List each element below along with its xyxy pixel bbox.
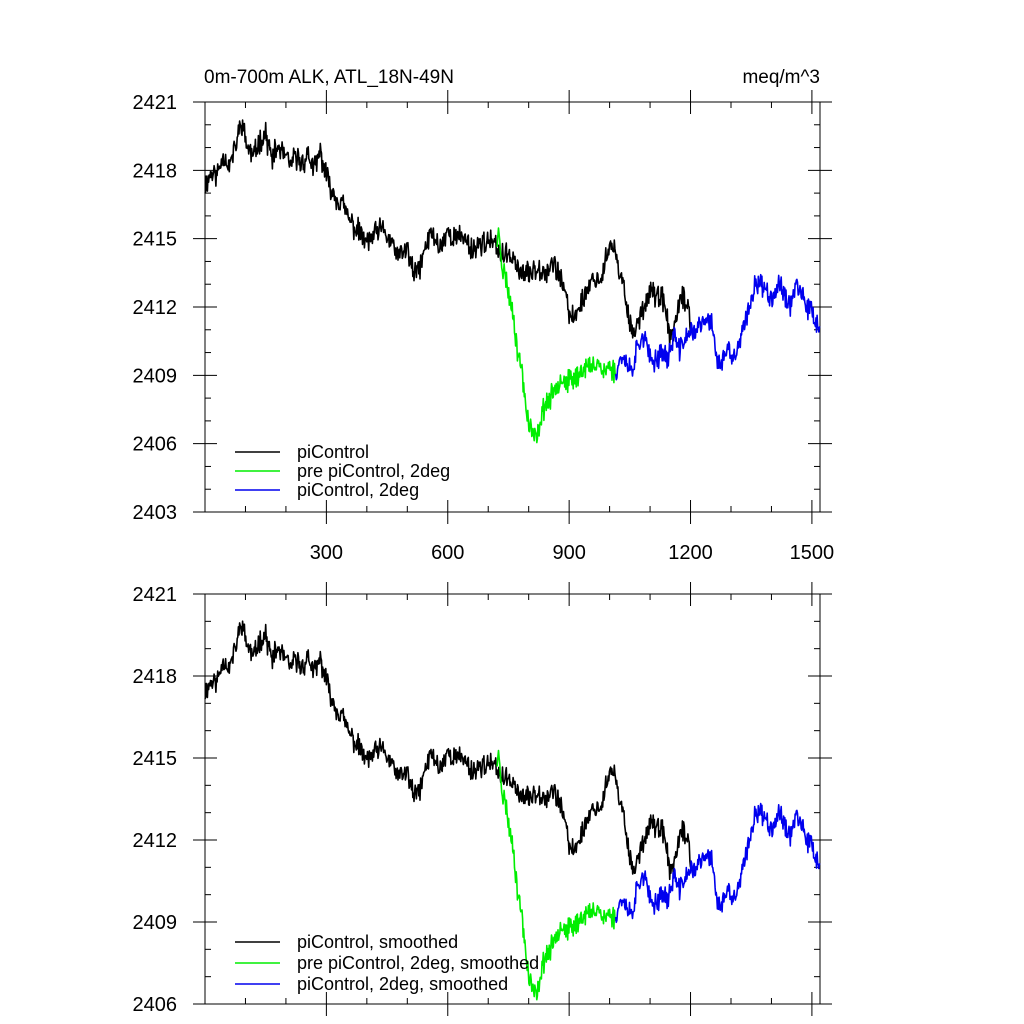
y-tick-label: 2403	[133, 502, 178, 524]
y-tick-label: 2406	[133, 434, 178, 456]
top-panel: 0m-700m ALK, ATL_18N-49N meq/m^3 300 600 9…	[133, 67, 835, 564]
bottom-panel: 2406 2409 2412 2415 2418 2421 piControl, smoo…	[133, 582, 832, 1016]
y-tick-label: 2409	[133, 912, 178, 934]
series-line-picontrol-2deg	[614, 273, 821, 381]
series-line-picontrol-smoothed	[204, 620, 692, 881]
legend-label: piControl	[297, 442, 369, 462]
series-line-picontrol	[204, 119, 692, 348]
y-tick-label: 2421	[133, 584, 178, 606]
x-tick-label: 300	[310, 542, 343, 564]
y-tick-label: 2412	[133, 830, 178, 852]
y-tick-label: 2421	[133, 92, 178, 114]
y-tick-label: 2406	[133, 994, 178, 1016]
series-line-picontrol-2deg-smoothed	[614, 802, 821, 924]
legend-label: piControl, smoothed	[297, 932, 458, 952]
legend-label: piControl, 2deg, smoothed	[297, 974, 508, 994]
legend-label: pre piControl, 2deg, smoothed	[297, 953, 539, 973]
bottom-ticks: 2406 2409 2412 2415 2418 2421	[133, 582, 832, 1016]
y-tick-label: 2412	[133, 297, 178, 319]
x-tick-label: 900	[552, 542, 585, 564]
bottom-plot-frame	[204, 593, 821, 1005]
series-line-pre-picontrol-2deg-smoothed	[496, 749, 617, 1001]
x-tick-label: 1500	[790, 542, 835, 564]
legend-label: pre piControl, 2deg	[297, 461, 450, 481]
y-tick-label: 2418	[133, 666, 178, 688]
legend-label: piControl, 2deg	[297, 480, 419, 500]
top-panel-title: 0m-700m ALK, ATL_18N-49N	[204, 67, 454, 88]
top-ticks: 300 600 900 1200 1500 2403 2406 2409 2412 2415 241…	[133, 90, 835, 564]
top-series-lines	[204, 119, 821, 444]
series-line-pre-picontrol-2deg	[496, 227, 617, 444]
x-tick-label: 600	[431, 542, 464, 564]
y-tick-label: 2415	[133, 229, 178, 251]
top-panel-units: meq/m^3	[742, 67, 820, 88]
bottom-series-lines	[204, 620, 821, 1001]
y-tick-label: 2415	[133, 748, 178, 770]
y-tick-label: 2418	[133, 160, 178, 182]
y-tick-label: 2409	[133, 365, 178, 387]
x-tick-label: 1200	[668, 542, 713, 564]
